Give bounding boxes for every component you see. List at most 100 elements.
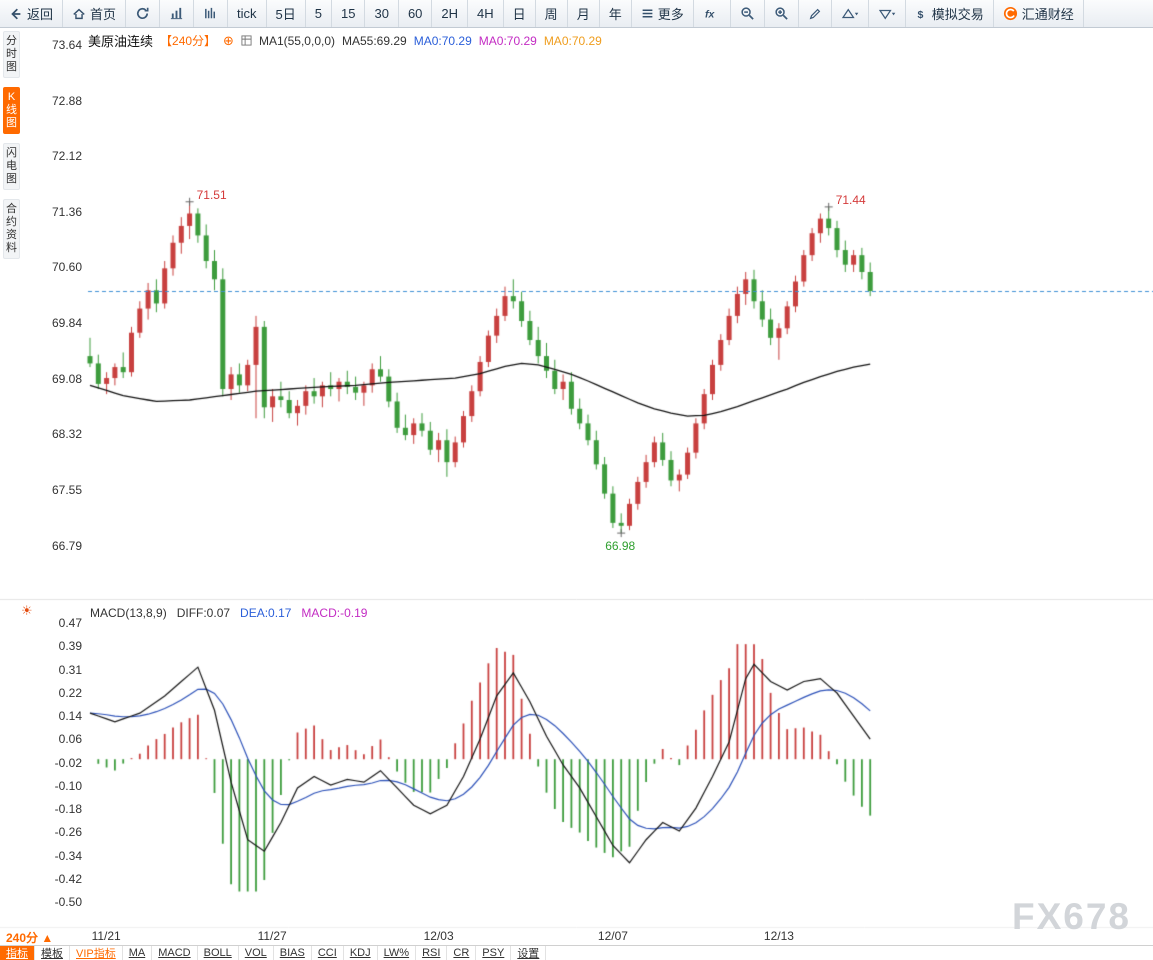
- macd-axis-label: 0.31: [58, 662, 82, 677]
- ma55-value: MA55:69.29: [342, 33, 407, 48]
- tab-MACD[interactable]: MACD: [152, 946, 198, 960]
- tab-指标[interactable]: 指标: [0, 946, 35, 960]
- tab-label: BOLL: [203, 947, 232, 959]
- macd-axis-label: -0.42: [54, 871, 82, 886]
- tab-MA[interactable]: MA: [123, 946, 153, 960]
- price-axis-label: 69.08: [51, 371, 82, 386]
- sidebar-item-3[interactable]: 合约资料: [3, 199, 20, 259]
- price-axis-label: 72.12: [51, 149, 82, 164]
- period-month-button[interactable]: 月: [568, 0, 600, 27]
- ma-settings-icon[interactable]: [241, 35, 252, 46]
- price-axis-label: 69.84: [51, 315, 82, 330]
- tab-label: BIAS: [279, 947, 305, 959]
- tab-VIP指标[interactable]: VIP指标: [70, 946, 123, 960]
- ma0-value-magenta: MA0:70.29: [478, 33, 537, 48]
- price-axis-label: 72.88: [51, 93, 82, 108]
- price-annotation: 71.51: [196, 187, 227, 202]
- zoom-out-icon: [740, 6, 755, 21]
- tab-label: CCI: [317, 947, 337, 959]
- macd-axis-label: -0.50: [54, 895, 82, 909]
- trendline-tool-button[interactable]: [832, 0, 869, 27]
- period-30-button[interactable]: 30: [365, 0, 399, 27]
- home-button[interactable]: 首页: [63, 0, 127, 27]
- tab-设置[interactable]: 设置: [511, 946, 547, 960]
- macd-axis-label: -0.10: [54, 778, 82, 793]
- period-4h-button[interactable]: 4H: [468, 0, 504, 27]
- toolbar: 返回 首页 tick 5日 5 15 30 60 2H 4H 日 周 月 年 更多 fx $ 模拟交易 汇通财经: [0, 0, 1153, 28]
- period-30-button-label: 30: [374, 6, 389, 21]
- period-5d-button[interactable]: 5日: [267, 0, 306, 27]
- tab-BIAS[interactable]: BIAS: [274, 946, 312, 960]
- bar-chart-button[interactable]: [160, 0, 195, 27]
- home-button-label: 首页: [90, 7, 117, 22]
- tab-VOL[interactable]: VOL: [239, 946, 274, 960]
- tri-down-icon: [878, 7, 896, 21]
- period-badge[interactable]: 240分 ▲: [6, 929, 53, 946]
- time-axis-label: 11/27: [257, 929, 287, 943]
- svg-text:$: $: [917, 9, 923, 21]
- tick-chart-button[interactable]: [194, 0, 229, 27]
- period-2h-button[interactable]: 2H: [432, 0, 469, 27]
- macd-axis-label: -0.02: [54, 755, 82, 770]
- add-indicator-icon[interactable]: ⊕: [223, 32, 234, 48]
- tab-label: VIP指标: [76, 948, 116, 960]
- tab-模板[interactable]: 模板: [35, 946, 70, 960]
- time-axis-label: 11/21: [91, 929, 121, 943]
- macd-hist-value: MACD:-0.19: [301, 606, 368, 620]
- svg-text:fx: fx: [705, 8, 715, 20]
- tab-label: VOL: [244, 947, 267, 959]
- zoom-in-button[interactable]: [765, 0, 799, 27]
- period-day-button[interactable]: 日: [504, 0, 536, 27]
- price-axis-label: 71.36: [51, 204, 82, 219]
- period-tag: 【240分】: [160, 34, 217, 48]
- period-15-button-label: 15: [341, 6, 356, 21]
- tab-label: RSI: [422, 947, 441, 959]
- period-day-button-label: 日: [512, 7, 526, 22]
- back-icon: [9, 7, 23, 21]
- tab-BOLL[interactable]: BOLL: [198, 946, 239, 960]
- macd-axis-label: -0.18: [54, 802, 82, 816]
- tab-label: 设置: [517, 948, 540, 960]
- period-month-button-label: 月: [576, 7, 590, 22]
- refresh-button[interactable]: [126, 0, 161, 27]
- back-button-label: 返回: [27, 7, 54, 22]
- tab-CCI[interactable]: CCI: [312, 946, 344, 960]
- zoom-out-button[interactable]: [731, 0, 765, 27]
- refresh-icon: [135, 6, 150, 21]
- shape-tool-button[interactable]: [869, 0, 906, 27]
- macd-axis-label: 0.14: [58, 709, 82, 723]
- huitong-logo-button[interactable]: 汇通财经: [994, 0, 1084, 27]
- period-week-button[interactable]: 周: [536, 0, 568, 27]
- more-button[interactable]: 更多: [632, 0, 694, 27]
- back-button[interactable]: 返回: [0, 0, 64, 27]
- sidebar-item-2[interactable]: 闪电图: [3, 143, 20, 190]
- period-badge-label: 240分: [6, 931, 39, 945]
- macd-axis-label: -0.26: [54, 825, 82, 840]
- period-tick-button[interactable]: tick: [228, 0, 267, 27]
- price-annotation: 71.44: [835, 192, 866, 207]
- tab-label: LW%: [383, 947, 410, 959]
- home-icon: [72, 7, 86, 21]
- sun-icon[interactable]: ☀: [21, 603, 33, 618]
- macd-axis-label: 0.47: [58, 616, 82, 630]
- indicator-fx-button[interactable]: fx: [694, 0, 731, 27]
- tab-label: PSY: [482, 947, 505, 959]
- logo-icon: [1003, 6, 1018, 21]
- price-axis-label: 67.55: [51, 483, 82, 498]
- tab-LW%[interactable]: LW%: [378, 946, 417, 960]
- period-60-button-label: 60: [407, 6, 423, 21]
- tab-PSY[interactable]: PSY: [476, 946, 512, 960]
- period-5-button[interactable]: 5: [306, 0, 332, 27]
- draw-button[interactable]: [799, 0, 832, 27]
- tab-RSI[interactable]: RSI: [416, 946, 448, 960]
- period-year-button[interactable]: 年: [600, 0, 632, 27]
- sim-trading-button[interactable]: $ 模拟交易: [906, 0, 994, 27]
- tab-CR[interactable]: CR: [447, 946, 477, 960]
- period-60-button[interactable]: 60: [399, 0, 433, 27]
- tab-KDJ[interactable]: KDJ: [344, 946, 378, 960]
- sidebar-item-0[interactable]: 分时图: [3, 31, 20, 78]
- period-15-button[interactable]: 15: [332, 0, 366, 27]
- period-5-button-label: 5: [314, 6, 322, 21]
